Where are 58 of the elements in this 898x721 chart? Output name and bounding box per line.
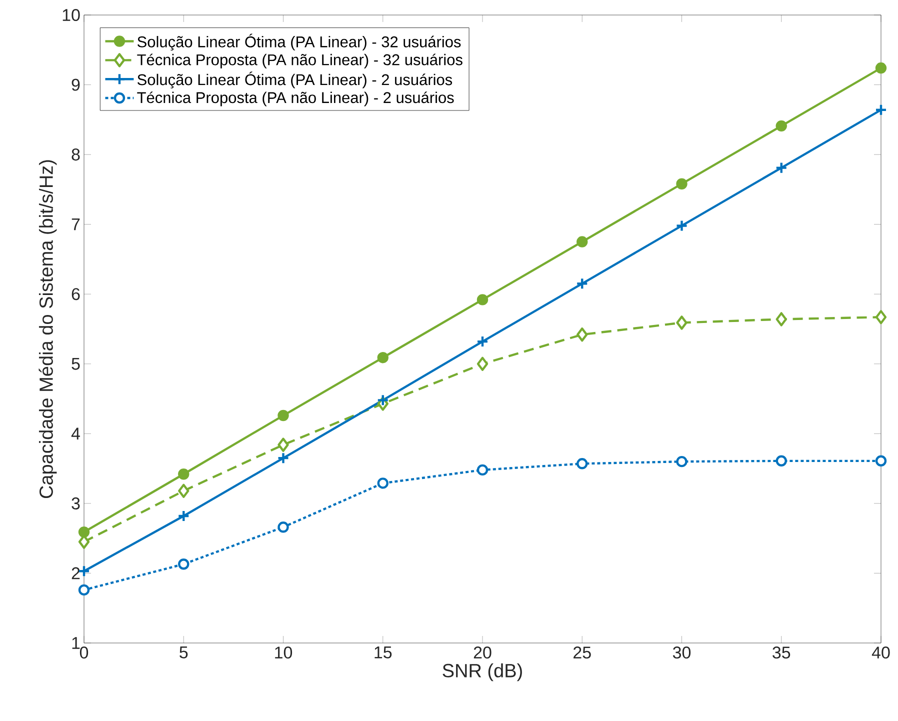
point [576,236,588,248]
y-tick-label: 4 [71,428,80,440]
point [676,178,688,190]
point [377,478,388,489]
legend-label: Solução Linear Ótima (PA Linear) - 32 usuários [138,34,461,50]
y-tick-label: 5 [72,358,80,370]
point [278,410,289,422]
point [875,62,887,74]
x-axis-title: SNR (dB) [442,663,522,682]
point [476,464,488,476]
x-tick-label: 5 [180,646,188,658]
y-tick-label: 6 [72,288,80,300]
x-tick-label: 20 [474,646,492,659]
legend-label: Solução Linear Ótima (PA Linear) - 2 usuários [138,72,452,88]
y-axis-title: Capacidade Média do Sistema (bit/s/Hz) [38,160,57,498]
point [776,120,787,132]
y-tick-label: 9 [72,78,80,91]
point [376,394,389,406]
y-tick-label: 2 [72,567,80,580]
y-tick-label: 8 [72,148,80,161]
point [278,522,289,533]
point [178,558,190,570]
point [178,510,190,522]
point [874,104,888,116]
point [776,312,787,326]
point [775,162,788,174]
y-tick-label: 3 [72,497,80,510]
x-tick-label: 10 [275,646,292,659]
point [875,455,887,466]
point [676,456,688,468]
point [875,310,887,324]
point [476,335,489,348]
point [377,352,388,364]
point [78,584,90,596]
legend-label: Técnica Proposta (PA não Linear) - 2 usuários [137,92,454,106]
point [576,458,588,470]
point [576,327,588,342]
point [78,526,90,538]
x-tick-label: 30 [672,646,691,659]
point [576,278,588,290]
point [277,452,290,464]
point [676,220,688,232]
y-tick-label: 10 [62,8,80,22]
point [178,484,190,498]
x-tick-label: 15 [374,646,392,658]
point [278,438,289,452]
point [776,455,787,466]
x-tick-label: 25 [574,646,591,659]
y-tick-label: 7 [72,218,80,230]
y-tick-label: 1 [72,637,80,649]
x-tick-label: 35 [772,646,790,659]
point [476,356,488,371]
point [476,294,488,306]
legend-label: Técnica Proposta (PA não Linear) - 32 usuários [137,54,462,68]
point [676,316,688,330]
x-tick-label: 0 [80,646,88,659]
x-tick-label: 40 [872,646,890,659]
point [178,468,190,480]
